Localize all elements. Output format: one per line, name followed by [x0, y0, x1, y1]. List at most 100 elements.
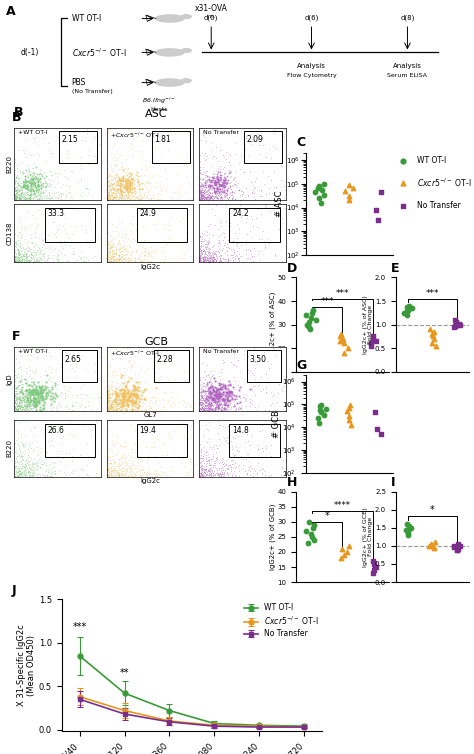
Point	[201, 461, 208, 474]
Point	[132, 404, 140, 416]
Point	[156, 461, 164, 473]
Point	[118, 173, 125, 185]
Point	[205, 459, 212, 471]
Point	[211, 395, 219, 407]
Point	[104, 187, 112, 199]
Point	[38, 247, 46, 259]
Point	[40, 239, 47, 251]
Point	[250, 369, 258, 382]
Point	[241, 393, 248, 405]
Point	[197, 404, 204, 416]
Point	[133, 389, 141, 401]
Point	[211, 256, 219, 268]
Point	[122, 185, 129, 197]
Point	[213, 191, 220, 203]
Point	[15, 356, 23, 368]
Point	[116, 182, 124, 194]
Point	[202, 392, 210, 404]
Point	[123, 183, 130, 195]
Point	[177, 462, 184, 474]
Point	[132, 403, 139, 415]
Point	[221, 398, 228, 410]
Point	[43, 253, 50, 265]
Point	[141, 185, 149, 198]
Point	[115, 250, 123, 262]
Point	[119, 375, 127, 388]
Point	[217, 378, 224, 390]
Point	[197, 254, 204, 266]
Point	[12, 188, 20, 200]
Point	[235, 252, 242, 264]
Point	[104, 189, 111, 201]
Point	[21, 176, 28, 188]
Point	[128, 176, 136, 188]
Point	[120, 194, 128, 206]
Point	[200, 149, 208, 161]
Point	[243, 212, 250, 224]
Point	[26, 467, 33, 479]
Point	[138, 254, 146, 266]
Point	[20, 190, 27, 202]
Point	[38, 394, 46, 406]
Point	[148, 391, 156, 403]
Point	[12, 172, 20, 184]
Point	[106, 457, 114, 469]
Point	[219, 467, 227, 480]
Text: d(0): d(0)	[204, 15, 219, 21]
Point	[244, 188, 251, 201]
Point	[232, 431, 239, 443]
Point	[121, 254, 129, 266]
Point	[105, 405, 113, 417]
Point	[195, 386, 203, 398]
Point	[202, 255, 210, 267]
Point	[10, 465, 18, 477]
Point	[106, 403, 113, 415]
Point	[118, 449, 125, 461]
Point	[222, 178, 230, 190]
Point	[118, 390, 126, 402]
Point	[16, 383, 23, 395]
Point	[214, 182, 222, 194]
Point	[222, 397, 229, 409]
Point	[210, 467, 218, 480]
Point	[106, 188, 113, 200]
Point	[11, 181, 19, 193]
Point	[105, 239, 112, 251]
Point	[115, 458, 123, 470]
Point	[205, 396, 213, 408]
Point	[48, 434, 55, 446]
Point	[26, 182, 34, 195]
Point	[20, 248, 28, 260]
Point	[217, 390, 225, 402]
Point	[216, 400, 223, 412]
Point	[231, 252, 238, 264]
Point	[231, 148, 239, 160]
Point	[248, 187, 256, 199]
Point	[107, 256, 115, 268]
Point	[117, 384, 124, 396]
Point	[128, 464, 135, 477]
Point	[282, 405, 290, 417]
Point	[148, 192, 156, 204]
Point	[59, 188, 66, 200]
Point	[45, 373, 52, 385]
Point	[201, 429, 208, 441]
Point	[11, 253, 19, 265]
Point	[109, 403, 117, 415]
Point	[126, 176, 134, 188]
Point	[120, 186, 128, 198]
Point	[224, 245, 231, 257]
Point	[46, 185, 53, 198]
Point	[174, 241, 182, 253]
Point	[14, 189, 22, 201]
Point	[202, 175, 210, 187]
Point	[118, 399, 126, 411]
Point	[14, 361, 21, 373]
Point	[208, 152, 216, 164]
Point	[120, 178, 128, 190]
Point	[232, 403, 239, 415]
Point	[117, 174, 125, 186]
Point	[23, 171, 31, 183]
Point	[16, 256, 23, 268]
Point	[205, 386, 213, 398]
